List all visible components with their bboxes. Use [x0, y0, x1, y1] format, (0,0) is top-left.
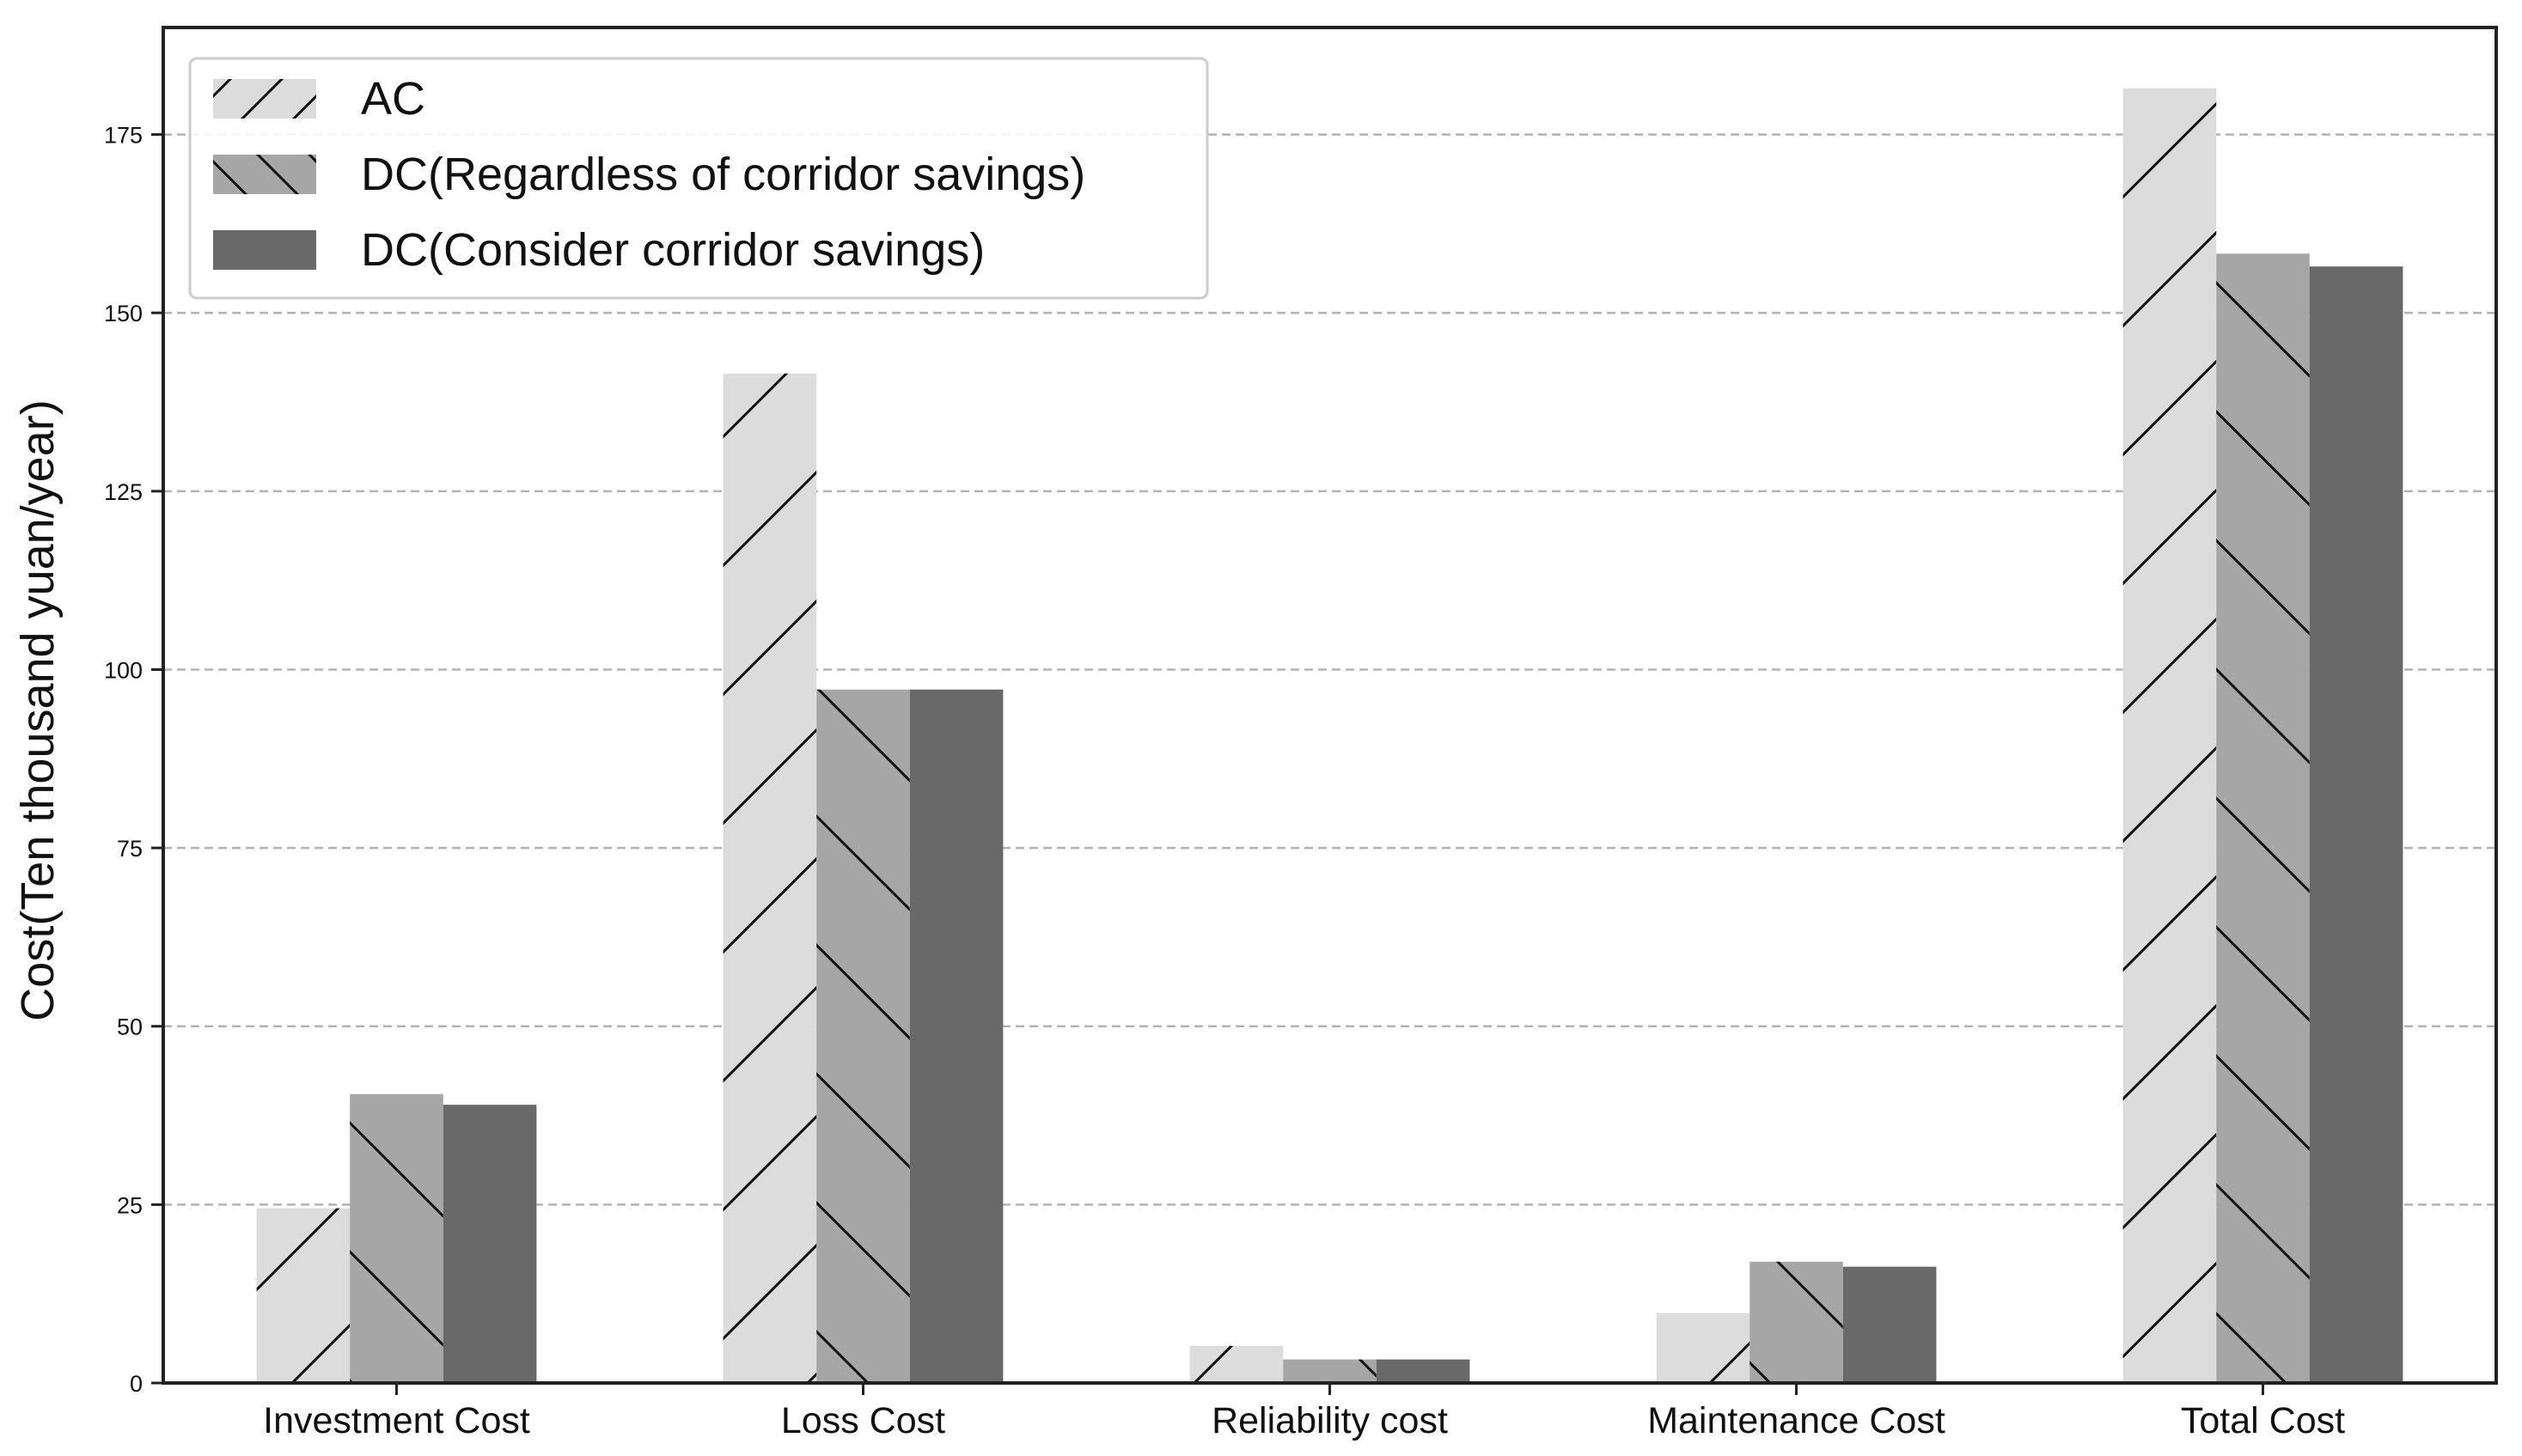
x-tick-label-investment-cost: Investment Cost: [263, 1400, 530, 1441]
y-tick-label: 25: [117, 1192, 143, 1218]
bar-dc-regardless-of-corridor-savings-investment-cost-hatch: [350, 1094, 443, 1383]
bar-dc-consider-corridor-savings-loss-cost: [909, 689, 1004, 1383]
bar-ac-maintenance-cost-hatch: [1656, 1313, 1750, 1383]
bar-ac-investment-cost-hatch: [256, 1208, 351, 1383]
x-tick-label-loss-cost: Loss Cost: [781, 1400, 945, 1441]
legend-label-dc-consider: DC(Consider corridor savings): [361, 224, 985, 276]
bar-dc-regardless-of-corridor-savings-total-cost-hatch: [2216, 253, 2310, 1383]
legend[interactable]: AC DC(Regardless of corridor savings) DC…: [188, 57, 1209, 300]
legend-entry-dc-consider[interactable]: DC(Consider corridor savings): [213, 224, 985, 276]
bar-dc-regardless-of-corridor-savings-loss-cost-hatch: [816, 689, 910, 1383]
x-tick-label-reliability-cost: Reliability cost: [1212, 1400, 1448, 1441]
legend-frame: [188, 57, 1209, 300]
y-tick-label: 75: [117, 836, 143, 862]
legend-swatch-ac-hatch: [213, 79, 316, 119]
x-tick-label-maintenance-cost: Maintenance Cost: [1647, 1400, 1945, 1441]
legend-entry-ac[interactable]: AC: [213, 73, 425, 125]
y-axis-label: Cost(Ten thousand yuan/year): [12, 399, 64, 1020]
y-tick-label: 125: [104, 479, 143, 505]
bars: [256, 88, 2403, 1384]
x-axis: Investment Cost Loss Cost Reliability cost…: [263, 1383, 2345, 1441]
legend-swatch-dc-consider: [213, 230, 316, 270]
bar-dc-regardless-of-corridor-savings-reliability-cost-hatch: [1283, 1359, 1377, 1383]
bar-dc-consider-corridor-savings-investment-cost: [443, 1105, 537, 1383]
y-axis: 0 25 50 75 100 125 150 175: [104, 123, 163, 1397]
y-tick-label: 150: [104, 301, 143, 326]
bar-ac-loss-cost-hatch: [723, 373, 817, 1383]
y-tick-label: 175: [104, 123, 143, 149]
bar-ac-reliability-cost-hatch: [1189, 1345, 1284, 1383]
bar-dc-regardless-of-corridor-savings-maintenance-cost-hatch: [1750, 1261, 1843, 1383]
bar-dc-consider-corridor-savings-maintenance-cost: [1842, 1266, 1937, 1383]
legend-label-ac: AC: [361, 73, 425, 125]
bar-ac-total-cost-hatch: [2122, 88, 2217, 1384]
bar-dc-consider-corridor-savings-reliability-cost: [1376, 1359, 1470, 1383]
y-tick-label: 50: [117, 1014, 143, 1040]
bar-dc-consider-corridor-savings-total-cost: [2309, 266, 2403, 1383]
legend-entry-dc-regardless[interactable]: DC(Regardless of corridor savings): [213, 149, 1085, 200]
y-tick-label: 0: [130, 1371, 143, 1397]
legend-label-dc-regardless: DC(Regardless of corridor savings): [361, 149, 1085, 200]
legend-swatch-dc-regardless-hatch: [213, 155, 316, 194]
y-tick-label: 100: [104, 657, 143, 683]
x-tick-label-total-cost: Total Cost: [2181, 1400, 2345, 1441]
